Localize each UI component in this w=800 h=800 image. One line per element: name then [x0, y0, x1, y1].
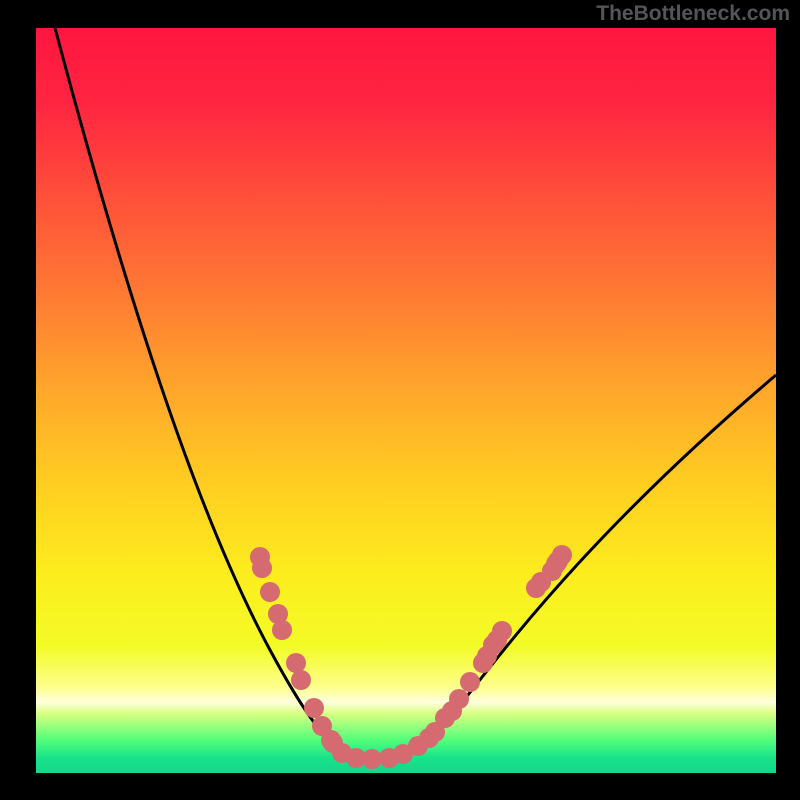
data-point: [291, 670, 311, 690]
data-point: [449, 689, 469, 709]
data-point: [252, 558, 272, 578]
data-point: [460, 672, 480, 692]
data-point: [304, 698, 324, 718]
data-point: [272, 620, 292, 640]
data-point: [552, 545, 572, 565]
data-point: [483, 635, 503, 655]
watermark-text: TheBottleneck.com: [596, 2, 790, 26]
bottleneck-chart: TheBottleneck.com: [0, 0, 800, 800]
data-point: [260, 582, 280, 602]
chart-plot-area: [36, 28, 776, 773]
